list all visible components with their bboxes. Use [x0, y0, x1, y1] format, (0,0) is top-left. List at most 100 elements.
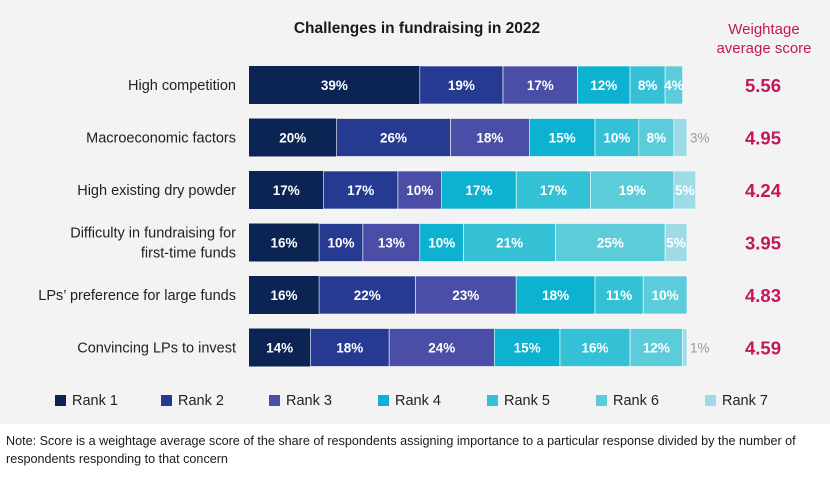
- bar-segment-rank-2: [419, 65, 504, 105]
- data-label: 17%: [465, 183, 492, 198]
- data-label: 21%: [496, 236, 523, 251]
- data-label: 10%: [652, 288, 679, 303]
- bar-segment-rank-2: [323, 170, 399, 210]
- bar-segment-rank-6: [638, 118, 675, 157]
- bar-segment-rank-3: [502, 65, 578, 105]
- bar-segment-rank-6: [555, 223, 666, 262]
- bar-segment-rank-4: [577, 65, 631, 105]
- data-label: 10%: [428, 236, 455, 251]
- category-label: Macroeconomic factors: [86, 131, 236, 147]
- bar-segment-rank-4: [515, 275, 596, 315]
- category-label: Convincing LPs to invest: [77, 341, 236, 357]
- data-label: 10%: [603, 131, 630, 146]
- data-label: 12%: [590, 78, 617, 93]
- legend-label: Rank 3: [286, 393, 332, 409]
- bar-segment-rank-5: [559, 328, 631, 367]
- data-label: 13%: [378, 236, 405, 251]
- legend-swatch: [705, 395, 716, 406]
- category-label: LPs’ preference for large funds: [38, 288, 236, 304]
- score-value: 4.59: [745, 338, 781, 359]
- data-label: 5%: [666, 236, 686, 251]
- data-label: 23%: [452, 288, 479, 303]
- legend-label: Rank 6: [613, 393, 659, 409]
- bar-segment-rank-3: [397, 170, 443, 210]
- data-label: 11%: [606, 288, 632, 303]
- data-label: 5%: [675, 183, 695, 198]
- bar-segment-rank-6: [664, 65, 683, 105]
- score-value: 5.56: [745, 75, 781, 96]
- bar-segment-rank-7: [664, 223, 688, 262]
- data-label: 8%: [638, 78, 658, 93]
- category-label: Difficulty in fundraising for first-time …: [70, 226, 236, 262]
- legend-label: Rank 7: [722, 393, 768, 409]
- legend-swatch: [487, 395, 498, 406]
- bar-segment-rank-7: [673, 170, 697, 210]
- bar-segment-rank-6: [590, 170, 675, 210]
- data-label: 19%: [448, 78, 475, 93]
- data-label: 17%: [540, 183, 567, 198]
- legend-swatch: [55, 395, 66, 406]
- data-label: 4%: [664, 78, 684, 93]
- legend-label: Rank 5: [504, 393, 550, 409]
- score-value: 3.95: [745, 233, 781, 254]
- bar-segment-rank-1: [249, 66, 420, 104]
- category-label: High existing dry powder: [77, 183, 236, 199]
- data-label: 26%: [380, 131, 407, 146]
- data-label: 15%: [549, 131, 576, 146]
- data-label: 8%: [647, 131, 667, 146]
- bar-segment-rank-1: [249, 171, 324, 209]
- data-label: 39%: [321, 78, 348, 93]
- legend-swatch: [269, 395, 280, 406]
- data-label: 15%: [514, 341, 541, 356]
- bar-segment-rank-5: [629, 65, 666, 105]
- data-label: 17%: [273, 183, 300, 198]
- bar-segment-rank-2: [318, 223, 364, 262]
- bar-segment-rank-2: [310, 328, 390, 367]
- legend-swatch: [596, 395, 607, 406]
- bar-segment-rank-3: [450, 118, 530, 157]
- data-label: 25%: [597, 236, 624, 251]
- stacked-bar-chart: High competition 39% 19% 17% 12% 8% 4% 5.56 Macr…: [38, 65, 782, 409]
- legend-label: Rank 4: [395, 393, 441, 409]
- bar-segment-rank-5: [594, 275, 644, 315]
- data-label: 16%: [582, 341, 609, 356]
- bar-segment-rank-3: [388, 328, 495, 367]
- data-label: 18%: [336, 341, 363, 356]
- footnote: Note: Score is a weightage average score…: [6, 434, 796, 466]
- data-label: 18%: [542, 288, 569, 303]
- bar-segment-rank-4: [419, 223, 464, 262]
- bar-segment-rank-1: [249, 223, 320, 262]
- bar-segment-rank-3: [415, 275, 517, 315]
- data-label: 19%: [619, 183, 646, 198]
- data-label: 20%: [279, 131, 306, 146]
- bar-segment-rank-1: [249, 328, 311, 367]
- bar-segment-rank-7: [673, 118, 688, 157]
- bar-segment-rank-5: [594, 118, 640, 157]
- chart-title: Challenges in fundraising in 2022: [293, 20, 541, 37]
- legend-label: Rank 2: [178, 393, 224, 409]
- bar-segment-rank-4: [441, 170, 517, 210]
- data-label: 10%: [406, 183, 433, 198]
- data-label: 24%: [428, 341, 455, 356]
- bar-segment-rank-5: [515, 170, 591, 210]
- bar-segment-rank-2: [318, 275, 416, 315]
- bar-segment-rank-6: [642, 275, 688, 315]
- legend-swatch: [378, 395, 389, 406]
- bar-segment-rank-1: [249, 276, 320, 314]
- data-label: 17%: [527, 78, 554, 93]
- bar-segment-rank-1: [249, 118, 337, 157]
- bar-segment-rank-4: [493, 328, 561, 367]
- data-label: 16%: [271, 288, 298, 303]
- legend-swatch: [161, 395, 172, 406]
- legend-label: Rank 1: [72, 393, 118, 409]
- data-label: 10%: [327, 236, 354, 251]
- data-label: 16%: [271, 236, 298, 251]
- bar-segment-rank-6: [629, 328, 683, 367]
- bar-segment-rank-3: [362, 223, 421, 262]
- data-label: 1%: [690, 341, 710, 356]
- data-label: 12%: [643, 341, 670, 356]
- score-value: 4.95: [745, 128, 781, 149]
- data-label: 17%: [347, 183, 374, 198]
- data-label: 22%: [354, 288, 381, 303]
- data-label: 18%: [476, 131, 503, 146]
